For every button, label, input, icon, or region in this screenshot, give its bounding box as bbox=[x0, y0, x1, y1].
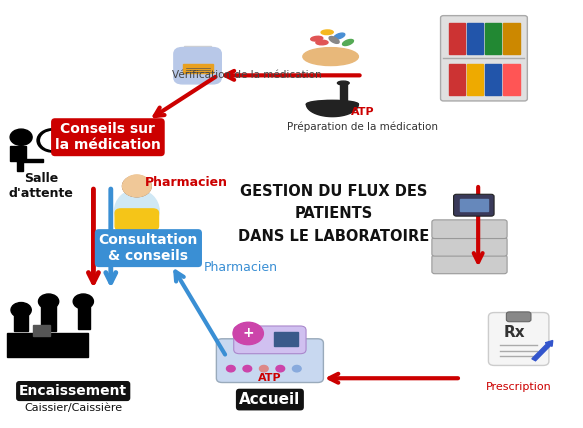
Circle shape bbox=[122, 175, 151, 197]
Bar bbox=[33, 325, 50, 336]
Text: Vérification de la médication: Vérification de la médication bbox=[172, 70, 322, 80]
FancyBboxPatch shape bbox=[234, 326, 306, 354]
Bar bbox=[6, 333, 87, 357]
Circle shape bbox=[38, 294, 59, 309]
Circle shape bbox=[122, 175, 151, 197]
Bar bbox=[486, 64, 501, 95]
Bar bbox=[17, 158, 43, 162]
Circle shape bbox=[125, 175, 149, 193]
Bar bbox=[504, 64, 519, 95]
Circle shape bbox=[10, 129, 32, 146]
Ellipse shape bbox=[303, 48, 359, 65]
Text: Rx: Rx bbox=[504, 324, 526, 339]
FancyArrow shape bbox=[532, 341, 553, 361]
Bar bbox=[486, 24, 501, 54]
Circle shape bbox=[41, 131, 65, 149]
Ellipse shape bbox=[312, 35, 322, 42]
Text: ATP: ATP bbox=[258, 373, 282, 383]
Circle shape bbox=[243, 366, 252, 372]
FancyBboxPatch shape bbox=[489, 312, 549, 366]
Text: Prescription: Prescription bbox=[486, 382, 552, 392]
Circle shape bbox=[37, 129, 69, 152]
Text: GESTION DU FLUX DES
PATIENTS
DANS LE LABORATOIRE: GESTION DU FLUX DES PATIENTS DANS LE LAB… bbox=[238, 184, 429, 244]
FancyBboxPatch shape bbox=[441, 16, 528, 101]
Polygon shape bbox=[306, 104, 359, 116]
Circle shape bbox=[276, 366, 285, 372]
FancyArrow shape bbox=[10, 146, 26, 160]
Text: Caissier/Caissière: Caissier/Caissière bbox=[24, 403, 122, 413]
Circle shape bbox=[227, 366, 235, 372]
Ellipse shape bbox=[321, 30, 333, 35]
Bar bbox=[340, 83, 347, 104]
FancyBboxPatch shape bbox=[115, 209, 159, 230]
Text: Pharmacien: Pharmacien bbox=[145, 175, 227, 188]
Text: Préparation de la médication: Préparation de la médication bbox=[287, 121, 438, 132]
FancyBboxPatch shape bbox=[432, 220, 507, 238]
Ellipse shape bbox=[306, 100, 359, 108]
FancyBboxPatch shape bbox=[507, 312, 531, 322]
Bar bbox=[449, 24, 465, 54]
Bar bbox=[468, 24, 483, 54]
Bar bbox=[17, 162, 23, 171]
Bar bbox=[274, 332, 298, 346]
Bar bbox=[460, 199, 488, 211]
Circle shape bbox=[233, 322, 264, 345]
Circle shape bbox=[73, 294, 93, 309]
Text: Pharmacien: Pharmacien bbox=[204, 261, 278, 274]
Circle shape bbox=[293, 366, 301, 372]
Bar bbox=[41, 303, 56, 331]
Text: Conseils sur
la médication: Conseils sur la médication bbox=[55, 122, 161, 152]
Ellipse shape bbox=[316, 40, 328, 45]
Ellipse shape bbox=[342, 40, 354, 45]
Circle shape bbox=[11, 303, 31, 318]
Text: ATP: ATP bbox=[350, 107, 374, 116]
Bar bbox=[449, 64, 465, 95]
FancyBboxPatch shape bbox=[454, 194, 494, 216]
FancyBboxPatch shape bbox=[432, 255, 507, 274]
Text: +: + bbox=[243, 327, 254, 340]
Text: Consultation
& conseils: Consultation & conseils bbox=[99, 233, 198, 263]
Bar bbox=[14, 312, 29, 331]
Bar bbox=[184, 46, 210, 55]
Ellipse shape bbox=[333, 33, 345, 39]
FancyBboxPatch shape bbox=[216, 339, 324, 383]
Bar bbox=[468, 64, 483, 95]
Ellipse shape bbox=[328, 37, 340, 43]
Bar bbox=[182, 64, 213, 73]
FancyBboxPatch shape bbox=[174, 48, 222, 84]
Ellipse shape bbox=[114, 190, 159, 232]
Text: Encaissement: Encaissement bbox=[19, 384, 127, 398]
FancyBboxPatch shape bbox=[432, 238, 507, 256]
Text: Salle
d'attente: Salle d'attente bbox=[9, 172, 74, 200]
Ellipse shape bbox=[338, 81, 349, 85]
Text: Accueil: Accueil bbox=[239, 392, 300, 407]
Bar bbox=[78, 306, 90, 329]
Circle shape bbox=[259, 366, 268, 372]
Bar bbox=[504, 24, 519, 54]
